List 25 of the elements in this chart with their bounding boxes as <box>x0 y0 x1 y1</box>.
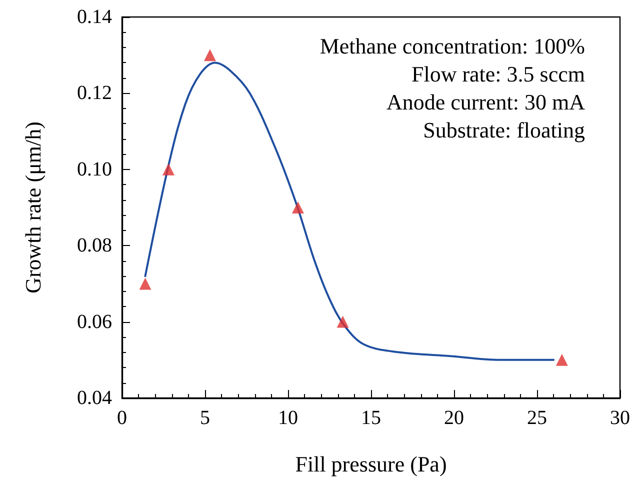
x-tick-label: 5 <box>200 407 210 429</box>
x-tick-label: 10 <box>278 407 298 429</box>
point <box>336 316 349 328</box>
x-axis-title: Fill pressure (Pa) <box>295 452 447 476</box>
x-tick-label: 15 <box>361 407 381 429</box>
y-tick-label: 0.04 <box>77 387 112 409</box>
y-tick-label: 0.10 <box>77 158 112 180</box>
y-tick-label: 0.08 <box>77 234 112 257</box>
point <box>162 163 174 176</box>
y-tick-label: 0.14 <box>77 6 112 28</box>
point <box>204 49 216 62</box>
annotation: Substrate: floating <box>423 118 585 142</box>
y-tick-label: 0.06 <box>77 310 112 333</box>
annotation: Anode current: 30 mA <box>386 90 586 114</box>
y-tick-label: 0.12 <box>77 82 112 104</box>
x-tick-label: 0 <box>117 407 127 429</box>
x-tick-label: 20 <box>444 407 464 429</box>
y-axis-title: Growth rate (μm/h) <box>20 122 46 294</box>
annotation: Flow rate: 3.5 sccm <box>411 62 585 86</box>
x-tick-label: 30 <box>610 407 630 429</box>
point <box>292 202 304 214</box>
x-tick-label: 25 <box>527 407 547 429</box>
point <box>556 354 568 366</box>
annotation: Methane concentration: 100% <box>320 34 585 58</box>
point <box>139 278 152 290</box>
